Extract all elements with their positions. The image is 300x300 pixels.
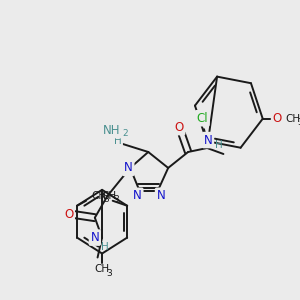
- Text: O: O: [64, 208, 73, 221]
- Text: Cl: Cl: [196, 112, 208, 125]
- Text: 3: 3: [114, 195, 119, 204]
- Text: N: N: [204, 134, 212, 146]
- Text: CH: CH: [285, 114, 300, 124]
- Text: N: N: [91, 231, 99, 244]
- Text: N: N: [124, 161, 133, 174]
- Text: O: O: [273, 112, 282, 125]
- Text: 3: 3: [103, 195, 109, 204]
- Text: H: H: [215, 140, 223, 150]
- Text: 3: 3: [106, 269, 112, 278]
- Text: 2: 2: [122, 129, 128, 138]
- Text: H: H: [101, 242, 109, 252]
- Text: O: O: [174, 121, 184, 134]
- Text: N: N: [133, 189, 142, 202]
- Text: 3: 3: [297, 118, 300, 127]
- Text: NH: NH: [103, 124, 121, 136]
- Text: CH: CH: [95, 264, 110, 274]
- Text: CH: CH: [102, 191, 117, 201]
- Text: H: H: [114, 136, 122, 146]
- Text: N: N: [157, 189, 165, 202]
- Text: CH: CH: [92, 191, 106, 201]
